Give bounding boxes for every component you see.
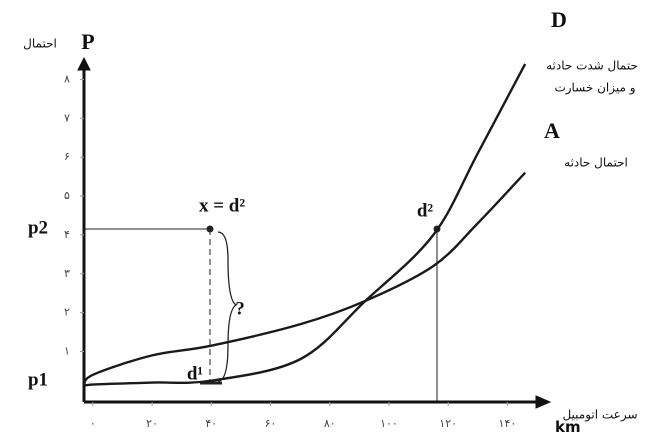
guides: [84, 225, 441, 402]
y-tick-label: ۵: [64, 189, 70, 202]
y-tick-label: ۴: [64, 228, 70, 241]
series-line: [83, 63, 527, 388]
annotation: p2: [28, 217, 48, 238]
x-axis-label-fa: سرعت اتومبیل: [562, 408, 637, 423]
series-desc: احتمال حادثه: [564, 156, 628, 170]
annotation: p1: [28, 369, 48, 390]
annotation: x = d²: [199, 195, 245, 216]
axes: [77, 56, 552, 409]
y-tick-label: ۲: [64, 306, 70, 319]
x-tick-label: ۱۰۰: [380, 417, 398, 430]
y-tick-label: ۸: [64, 72, 70, 85]
series-line: [82, 171, 527, 388]
x-axis-label: km: [555, 418, 581, 434]
x-tick-label: ۸۰: [324, 417, 336, 430]
x-tick-label: ۲۰: [146, 417, 158, 430]
annotation: d¹: [187, 363, 203, 384]
series-label: A: [544, 118, 560, 143]
series-label: D: [551, 7, 567, 32]
x-tick-label: ۰: [90, 417, 96, 430]
y-tick-label: ۱: [64, 344, 70, 357]
series-desc: حتمال شدت حادثه: [546, 59, 638, 73]
y-axis-label-fa: احتمال: [23, 37, 57, 51]
y-tick-label: ۶: [64, 150, 70, 163]
y-tick-label: ۷: [64, 111, 70, 124]
x-tick-label: ۶۰: [265, 417, 277, 430]
y-tick-label: ۳: [64, 267, 70, 280]
y-axis-label: P: [81, 29, 94, 54]
annotation: ?: [235, 298, 245, 319]
annotation: d²: [417, 200, 434, 221]
x-tick-label: ۱۴۰: [499, 417, 517, 430]
x-tick-label: ۱۲۰: [439, 417, 457, 430]
series-desc: و میزان خسارت: [554, 81, 635, 96]
x-tick-label: ۴۰: [205, 417, 217, 430]
